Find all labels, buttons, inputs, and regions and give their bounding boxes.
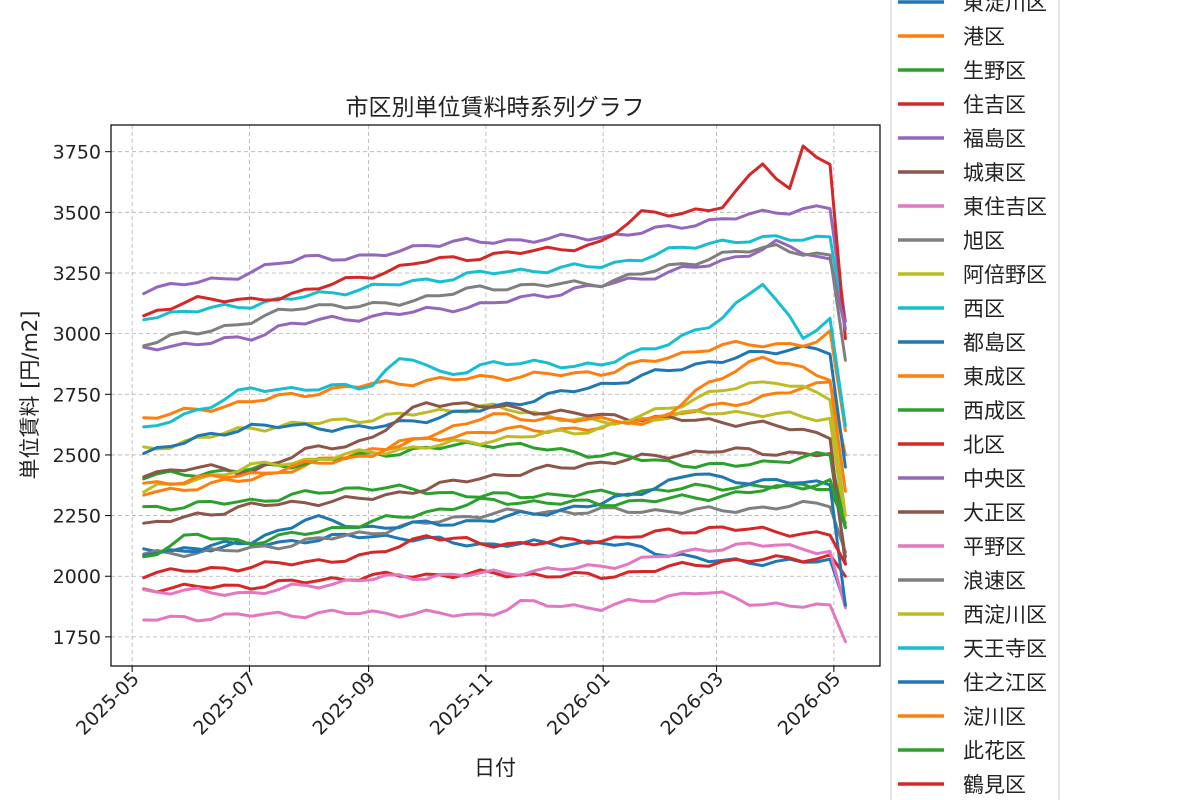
x-axis-label: 日付 [474,756,516,780]
series-line [142,204,847,323]
legend-frame [890,0,1060,800]
legend-label: 此花区 [963,739,1026,763]
series-line [142,144,847,340]
x-tick-label: 2025-09 [308,668,380,740]
legend-label: 福島区 [963,127,1026,151]
x-tick-label: 2026-03 [656,668,728,740]
series-line [142,446,847,559]
legend-label: 生野区 [963,59,1026,83]
legend-label: 城東区 [963,161,1026,185]
chart-title: 市区別単位賃料時系列グラフ [346,95,645,121]
series-line [142,478,847,559]
legend-label: 平野区 [963,535,1026,559]
legend-label: 東淀川区 [963,0,1047,15]
legend-label: 東住吉区 [963,195,1047,219]
series-lines [142,144,847,644]
legend-label: 北区 [963,433,1005,457]
legend-label: 西区 [963,297,1005,321]
legend-label: 都島区 [963,331,1026,355]
series-line [142,355,847,493]
x-tick-label: 2025-11 [426,668,498,740]
series-line [142,234,847,331]
y-tick-label: 3750 [53,142,101,164]
y-tick-label: 2500 [53,445,101,467]
series-line [142,329,847,433]
series-line [142,243,847,362]
legend-label: 旭区 [963,229,1005,253]
legend-label: 港区 [963,25,1005,49]
series-line [142,553,847,594]
series-line [142,238,847,352]
y-axis-label: 単位賃料 [円/m2] [18,311,42,480]
y-tick-label: 3250 [53,263,101,285]
y-tick-label: 2000 [53,566,101,588]
y-tick-label: 2750 [53,384,101,406]
legend-label: 東成区 [963,365,1026,389]
legend-label: 中央区 [963,467,1026,491]
series-line [142,401,847,566]
x-tick-label: 2026-05 [774,668,846,740]
x-tick-label: 2026-01 [543,668,615,740]
legend-label: 鶴見区 [963,773,1026,797]
y-tick-label: 3500 [53,202,101,224]
x-tick-label: 2025-07 [189,668,261,740]
series-line [142,380,847,497]
series-line [142,282,847,429]
series-line [142,402,847,530]
legend-label: 住吉区 [963,93,1026,117]
legend-label: 西成区 [963,399,1026,423]
legend-label: 淀川区 [963,705,1026,729]
series-line [142,482,847,525]
plot-frame [110,124,881,667]
x-tick-label: 2025-05 [72,668,144,740]
legend-label: 阿倍野区 [963,263,1047,287]
series-line [142,499,847,559]
series-line [142,440,847,530]
legend: 東淀川区港区生野区住吉区福島区城東区東住吉区旭区阿倍野区西区都島区東成区西成区北… [890,0,1060,800]
series-line [142,590,847,644]
legend-label: 住之江区 [963,671,1047,695]
legend-label: 西淀川区 [963,603,1047,627]
legend-label: 浪速区 [963,569,1026,593]
y-tick-label: 3000 [53,324,101,346]
series-line [142,541,847,610]
series-line [142,380,847,518]
y-tick-label: 2250 [53,506,101,528]
series-line [142,525,847,580]
series-line [142,472,847,607]
y-tick-label: 1750 [53,627,101,649]
legend-label: 大正区 [963,501,1026,525]
legend-label: 天王寺区 [963,637,1047,661]
